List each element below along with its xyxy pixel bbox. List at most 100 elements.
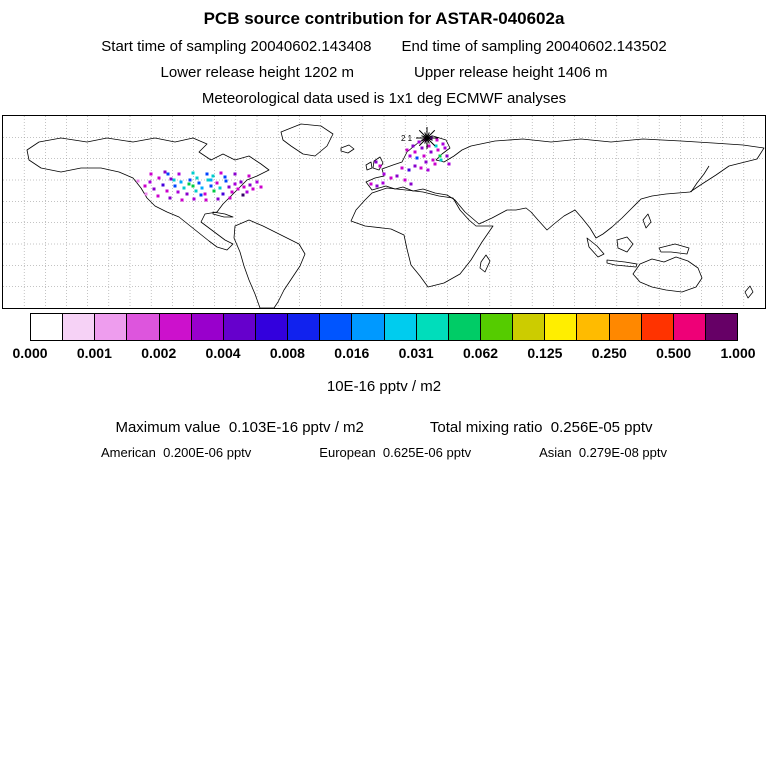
colorbar-cell bbox=[254, 314, 288, 340]
contribution-data-point bbox=[200, 186, 204, 190]
asian-contribution-text: Asian 0.279E-08 pptv bbox=[539, 445, 667, 460]
contribution-data-point bbox=[203, 192, 207, 196]
colorbar-cell bbox=[158, 314, 191, 340]
contribution-data-point bbox=[369, 182, 373, 186]
world-map: 2 1 bbox=[3, 116, 765, 308]
contribution-data-point bbox=[173, 184, 177, 188]
colorbar-tick-label: 0.004 bbox=[205, 345, 241, 361]
contribution-data-point bbox=[382, 172, 386, 176]
contribution-data-point bbox=[199, 193, 203, 197]
colorbar-cell bbox=[351, 314, 384, 340]
colorbar-cell bbox=[447, 314, 480, 340]
contribution-data-point bbox=[435, 138, 439, 142]
contribution-data-point bbox=[445, 154, 449, 158]
star-marker-icon bbox=[421, 135, 433, 141]
coastline-path bbox=[365, 135, 765, 239]
contribution-data-point bbox=[233, 182, 237, 186]
coastline-path bbox=[586, 237, 605, 258]
contribution-data-point bbox=[420, 146, 424, 150]
contribution-data-point bbox=[429, 150, 433, 154]
contribution-data-point bbox=[427, 144, 431, 148]
contribution-data-point bbox=[197, 181, 201, 185]
colorbar-tick-label: 0.250 bbox=[591, 345, 627, 361]
contribution-data-point bbox=[195, 176, 199, 180]
colorbar-cell bbox=[672, 314, 705, 340]
colorbar-cell bbox=[640, 314, 673, 340]
contribution-data-point bbox=[136, 179, 140, 183]
colorbar-tick-label: 0.001 bbox=[76, 345, 112, 361]
contribution-data-point bbox=[224, 179, 228, 183]
colorbar-cell bbox=[222, 314, 255, 340]
release-heights-line: Lower release height 1202 m Upper releas… bbox=[0, 64, 768, 81]
contribution-data-point bbox=[375, 184, 379, 188]
colorbar-cell bbox=[544, 314, 577, 340]
colorbar-cell bbox=[608, 314, 641, 340]
colorbar-tick-label: 0.016 bbox=[334, 345, 370, 361]
contribution-data-point bbox=[424, 160, 428, 164]
contribution-data-point bbox=[233, 172, 237, 176]
coastline-path bbox=[365, 161, 373, 171]
contribution-data-point bbox=[227, 185, 231, 189]
coastline-path bbox=[340, 144, 355, 154]
contribution-data-point bbox=[172, 178, 176, 182]
coastline-path bbox=[744, 285, 754, 299]
regional-stats-line: American 0.200E-06 pptv European 0.625E-… bbox=[0, 445, 768, 460]
coastline-path bbox=[616, 236, 634, 253]
contribution-data-point bbox=[206, 178, 210, 182]
contribution-data-point bbox=[169, 177, 173, 181]
colorbar-cell bbox=[94, 314, 127, 340]
colorbar-cell bbox=[576, 314, 609, 340]
release-point-labels: 2 1 bbox=[401, 134, 413, 143]
contribution-data-point bbox=[242, 185, 246, 189]
lower-release-height-text: Lower release height 1202 m bbox=[160, 64, 354, 81]
met-data-line: Meteorological data used is 1x1 deg ECMW… bbox=[0, 90, 768, 107]
contribution-data-point bbox=[204, 198, 208, 202]
contribution-data-point bbox=[407, 168, 411, 172]
contribution-data-point bbox=[255, 180, 259, 184]
contribution-data-point bbox=[434, 144, 438, 148]
contribution-data-point bbox=[191, 184, 195, 188]
colorbar-unit-label: 10E-16 pptv / m2 bbox=[326, 378, 442, 395]
contribution-data-point bbox=[415, 156, 419, 160]
contribution-data-point bbox=[381, 181, 385, 185]
contribution-data-point bbox=[156, 194, 160, 198]
contribution-data-point bbox=[403, 178, 407, 182]
start-time-text: Start time of sampling 20040602.143408 bbox=[101, 38, 372, 55]
total-mixing-ratio-text: Total mixing ratio 0.256E-05 pptv bbox=[429, 419, 653, 436]
contribution-data-point bbox=[149, 172, 153, 176]
contribution-data-point bbox=[165, 189, 169, 193]
contribution-data-point bbox=[441, 142, 445, 146]
contribution-data-point bbox=[209, 184, 213, 188]
contribution-data-point bbox=[179, 180, 183, 184]
contribution-data-point bbox=[211, 174, 215, 178]
contribution-data-point bbox=[161, 183, 165, 187]
contribution-data-point bbox=[166, 172, 170, 176]
contribution-data-point bbox=[219, 171, 223, 175]
contribution-data-point bbox=[218, 186, 222, 190]
colorbar-cell bbox=[479, 314, 513, 340]
contribution-data-point bbox=[191, 171, 195, 175]
colorbar-cell bbox=[31, 314, 63, 340]
contribution-data-point bbox=[259, 185, 263, 189]
contribution-data-point bbox=[405, 148, 409, 152]
colorbar-tick-label: 1.000 bbox=[720, 345, 756, 361]
contribution-data-point bbox=[395, 174, 399, 178]
contribution-data-point bbox=[163, 170, 167, 174]
contribution-data-point bbox=[443, 146, 447, 150]
coastline-path bbox=[350, 187, 494, 288]
contribution-data-point bbox=[236, 187, 240, 191]
contribution-data-point bbox=[447, 162, 451, 166]
contribution-data-point bbox=[419, 166, 423, 170]
contribution-data-point bbox=[436, 148, 440, 152]
colorbar-cell bbox=[287, 314, 320, 340]
contribution-data-point bbox=[400, 166, 404, 170]
coastline-path bbox=[690, 165, 710, 193]
colorbar-cell bbox=[512, 314, 545, 340]
contribution-data-point bbox=[439, 158, 443, 162]
contribution-data-point bbox=[409, 182, 413, 186]
colorbar-ticks: 0.000 0.001 0.002 0.004 0.008 0.016 0.031 0.062… bbox=[12, 345, 755, 363]
plot-title: PCB source contribution for ASTAR-040602… bbox=[203, 9, 565, 28]
contribution-data-point bbox=[187, 182, 191, 186]
contribution-data-point bbox=[144, 192, 148, 196]
